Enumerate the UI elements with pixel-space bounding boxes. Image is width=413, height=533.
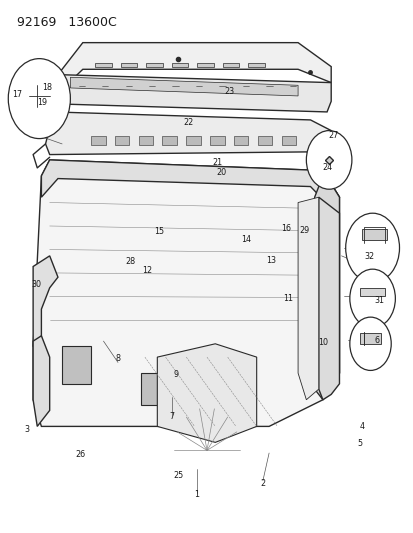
Polygon shape xyxy=(70,77,297,96)
Polygon shape xyxy=(33,336,50,426)
Text: 5: 5 xyxy=(357,439,362,448)
Polygon shape xyxy=(95,63,112,67)
Polygon shape xyxy=(62,346,91,384)
Circle shape xyxy=(349,317,390,370)
Polygon shape xyxy=(233,136,248,145)
Polygon shape xyxy=(222,63,239,67)
Text: 20: 20 xyxy=(216,168,226,177)
Text: 7: 7 xyxy=(169,413,174,421)
Polygon shape xyxy=(248,63,264,67)
Circle shape xyxy=(206,393,224,417)
Text: 24: 24 xyxy=(321,164,331,172)
Polygon shape xyxy=(33,256,58,346)
Text: 30: 30 xyxy=(31,280,41,288)
Polygon shape xyxy=(58,43,330,93)
Text: 11: 11 xyxy=(282,294,292,303)
Polygon shape xyxy=(45,112,330,160)
Polygon shape xyxy=(162,136,177,145)
Text: 16: 16 xyxy=(280,224,290,232)
Circle shape xyxy=(97,381,118,408)
Polygon shape xyxy=(314,171,339,400)
Text: 29: 29 xyxy=(299,226,309,235)
Circle shape xyxy=(306,131,351,189)
Polygon shape xyxy=(359,288,384,296)
Polygon shape xyxy=(146,63,162,67)
Polygon shape xyxy=(91,136,105,145)
Text: 26: 26 xyxy=(76,450,85,458)
Polygon shape xyxy=(157,344,256,442)
Polygon shape xyxy=(50,75,330,112)
Text: 23: 23 xyxy=(224,87,234,96)
Text: 31: 31 xyxy=(373,296,383,304)
Text: 25: 25 xyxy=(173,472,183,480)
Text: 2: 2 xyxy=(260,479,265,488)
Polygon shape xyxy=(318,197,339,400)
Polygon shape xyxy=(197,63,214,67)
Polygon shape xyxy=(361,229,386,240)
Circle shape xyxy=(349,269,394,328)
Text: 27: 27 xyxy=(328,132,337,140)
Polygon shape xyxy=(33,160,339,426)
Text: 15: 15 xyxy=(154,228,164,236)
Text: 92169   13600C: 92169 13600C xyxy=(17,16,116,29)
Text: 10: 10 xyxy=(317,338,327,346)
Text: 21: 21 xyxy=(212,158,222,167)
Circle shape xyxy=(8,59,70,139)
Polygon shape xyxy=(115,136,129,145)
Polygon shape xyxy=(210,136,224,145)
Text: 28: 28 xyxy=(125,257,135,265)
Text: 3: 3 xyxy=(24,425,29,433)
Polygon shape xyxy=(171,63,188,67)
Text: 1: 1 xyxy=(194,490,199,499)
Polygon shape xyxy=(140,373,165,405)
Circle shape xyxy=(240,401,255,420)
Text: 12: 12 xyxy=(142,266,152,275)
Text: 17: 17 xyxy=(12,91,22,99)
Polygon shape xyxy=(121,63,137,67)
Circle shape xyxy=(345,213,399,282)
Polygon shape xyxy=(281,136,295,145)
Text: 6: 6 xyxy=(373,336,378,344)
Text: 4: 4 xyxy=(359,422,364,431)
Text: 19: 19 xyxy=(38,98,47,107)
Text: 18: 18 xyxy=(43,84,52,92)
Polygon shape xyxy=(41,160,339,208)
Polygon shape xyxy=(138,136,153,145)
Polygon shape xyxy=(186,136,200,145)
Text: 22: 22 xyxy=(183,118,193,127)
Text: 13: 13 xyxy=(266,256,275,264)
Text: 8: 8 xyxy=(115,354,120,363)
Text: 32: 32 xyxy=(364,253,374,261)
Polygon shape xyxy=(257,136,272,145)
Text: 14: 14 xyxy=(241,236,251,244)
Polygon shape xyxy=(359,333,380,344)
Polygon shape xyxy=(297,197,318,400)
Text: 9: 9 xyxy=(173,370,178,378)
